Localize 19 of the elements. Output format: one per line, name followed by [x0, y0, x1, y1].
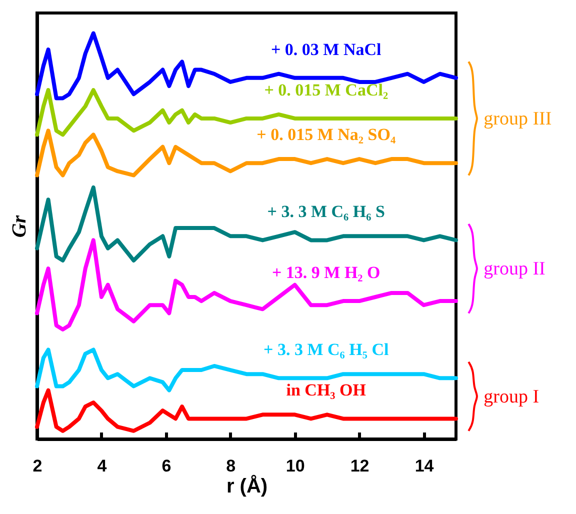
text: group III: [484, 108, 552, 130]
text: group II: [484, 258, 546, 280]
x-tick-label: 4: [97, 456, 108, 476]
x-tick-label: 12: [350, 456, 370, 476]
x-tick-label: 14: [414, 456, 434, 476]
x-tick-label: 10: [286, 456, 305, 476]
series-label: + 3. 3 M C₆ H₆ S: [267, 202, 385, 222]
series-label: in CH₃ OH: [286, 380, 366, 400]
series-label: + 13. 9 M H₂ O: [272, 263, 380, 282]
series-label: + 0. 015 M Na₂ SO₄: [256, 125, 396, 144]
y-axis-title: Gr: [8, 215, 30, 238]
x-tick-label: 8: [226, 456, 236, 476]
series-label: + 0. 03 M NaCl: [270, 40, 382, 59]
series-label: + 0. 015 M CaCl₂: [264, 80, 388, 100]
x-tick-label: 6: [162, 456, 172, 476]
series-label: + 3. 3 M C₆ H₅ Cl: [264, 340, 389, 360]
x-tick-label: 2: [32, 456, 42, 476]
x-axis-title: r (Å): [226, 474, 268, 498]
text: group I: [484, 386, 540, 408]
